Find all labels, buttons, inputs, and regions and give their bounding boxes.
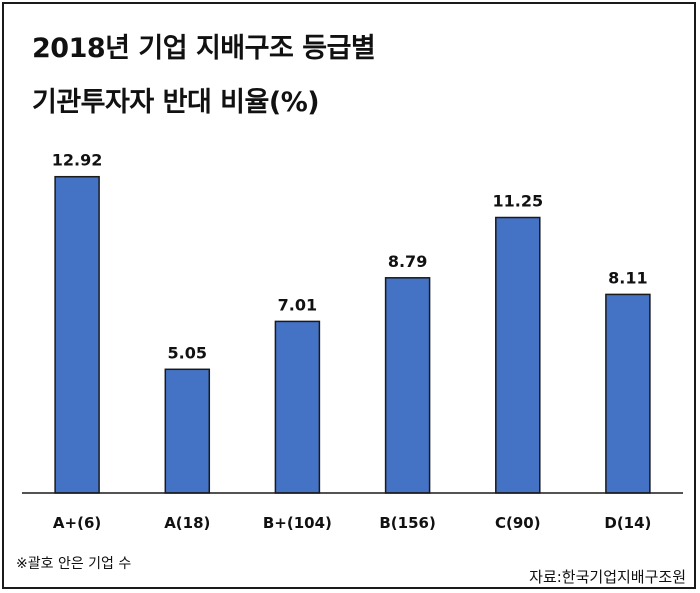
data-label-4: 11.25 bbox=[492, 192, 543, 211]
category-label-5: D(14) bbox=[604, 514, 651, 532]
data-label-0: 12.92 bbox=[52, 151, 103, 170]
source-credit: 자료:한국기업지배구조원 bbox=[529, 568, 686, 586]
bar-1 bbox=[164, 368, 211, 494]
value-labels-group: 12.92 5.05 7.01 8.79 11.25 8.11 bbox=[52, 151, 648, 363]
data-label-1: 5.05 bbox=[168, 343, 207, 362]
bar-5 bbox=[605, 293, 651, 494]
category-label-1: A(18) bbox=[164, 514, 210, 532]
category-label-2: B+(104) bbox=[263, 514, 332, 532]
category-label-3: B(156) bbox=[379, 514, 435, 532]
chart-title-line-1: 2018년 기업 지배구조 등급별 bbox=[32, 33, 376, 64]
chart-title-line-2: 기관투자자 반대 비율(%) bbox=[32, 87, 320, 118]
bar-0 bbox=[54, 175, 100, 494]
data-label-5: 8.11 bbox=[608, 268, 647, 287]
footnote: ※괄호 안은 기업 수 bbox=[16, 556, 132, 572]
data-label-3: 8.79 bbox=[388, 252, 427, 271]
category-label-0: A+(6) bbox=[53, 514, 101, 532]
bars-group bbox=[54, 175, 651, 494]
category-labels-group: A+(6) A(18) B+(104) B(156) C(90) D(14) bbox=[53, 514, 651, 532]
category-label-4: C(90) bbox=[495, 514, 541, 532]
bar-2 bbox=[274, 320, 321, 494]
data-label-2: 7.01 bbox=[278, 295, 317, 314]
bar-3 bbox=[384, 277, 431, 494]
bar-4 bbox=[495, 216, 541, 494]
